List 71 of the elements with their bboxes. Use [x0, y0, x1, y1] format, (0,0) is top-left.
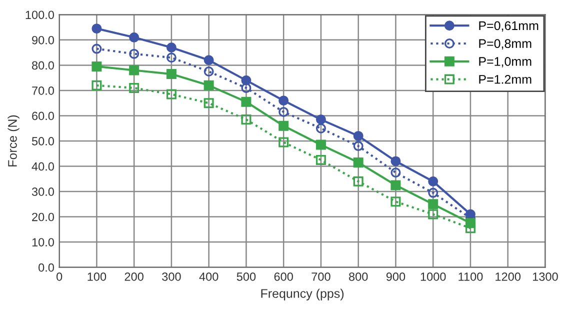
y-tick-label: 80.0: [32, 61, 54, 70]
point: [92, 80, 102, 90]
point: [428, 209, 438, 220]
point: [278, 96, 289, 106]
point: [316, 154, 326, 165]
point: [166, 69, 176, 80]
point: [278, 106, 289, 117]
point: [129, 48, 140, 59]
x-tick-label: 1200: [496, 272, 521, 281]
x-tick-label: 700: [312, 272, 330, 281]
x-tick-label: 800: [349, 272, 368, 281]
point: [129, 32, 140, 42]
point: [92, 24, 102, 34]
point: [428, 188, 438, 198]
y-axis-title: Force (N): [8, 115, 20, 166]
y-tick-label: 10.0: [32, 238, 54, 246]
point: [166, 89, 176, 100]
point: [390, 156, 401, 166]
point: [428, 176, 438, 186]
point: [278, 120, 289, 131]
x-axis-title: Frequncy (pps): [261, 288, 344, 300]
y-tick-label: 90.0: [32, 36, 54, 44]
point: [278, 137, 289, 148]
point: [204, 80, 214, 90]
x-tick-label: 500: [236, 272, 256, 281]
point: [204, 66, 214, 77]
x-tick-label: 1100: [458, 272, 483, 281]
point: [129, 82, 140, 93]
y-tick-label: 0.0: [38, 263, 54, 272]
point: [241, 82, 252, 93]
point: [204, 98, 214, 108]
x-tick-label: 0: [56, 272, 62, 281]
y-tick-label: 20.0: [32, 212, 54, 222]
point: [166, 42, 176, 53]
point: [390, 168, 401, 178]
legend-label: P=1.2mm: [479, 74, 532, 84]
point: [353, 176, 364, 186]
x-tick-label: 100: [88, 272, 106, 281]
point: [316, 140, 326, 150]
point: [390, 180, 401, 190]
x-tick-label: 200: [124, 272, 144, 281]
point: [241, 114, 252, 125]
y-tick-label: 60.0: [32, 112, 54, 120]
x-tick-label: 400: [199, 272, 218, 281]
point: [92, 61, 102, 72]
point: [166, 52, 176, 63]
y-tick-label: 50.0: [32, 137, 54, 146]
x-tick-label: 900: [386, 272, 406, 281]
point: [353, 157, 364, 168]
legend-label: P=0,8mm: [479, 39, 532, 50]
x-tick-label: 300: [162, 272, 181, 281]
point: [390, 196, 401, 207]
x-tick-label: 600: [274, 272, 293, 281]
y-tick-label: 100.0: [26, 10, 54, 20]
point: [92, 44, 102, 54]
x-tick-label: 1300: [532, 272, 558, 281]
legend-label: P=1,0mm: [479, 57, 532, 68]
point: [465, 223, 476, 234]
y-tick-label: 30.0: [32, 188, 54, 196]
point: [353, 141, 364, 152]
point: [204, 55, 214, 66]
point: [353, 130, 364, 141]
y-tick-label: 70.0: [32, 86, 54, 95]
legend-label: P=0,61mm: [479, 21, 538, 32]
point: [316, 123, 326, 134]
point: [129, 65, 140, 76]
point: [428, 199, 438, 210]
x-tick-label: 1000: [420, 272, 446, 281]
point: [241, 96, 252, 107]
y-tick-label: 40.0: [32, 162, 54, 171]
point: [316, 114, 326, 125]
